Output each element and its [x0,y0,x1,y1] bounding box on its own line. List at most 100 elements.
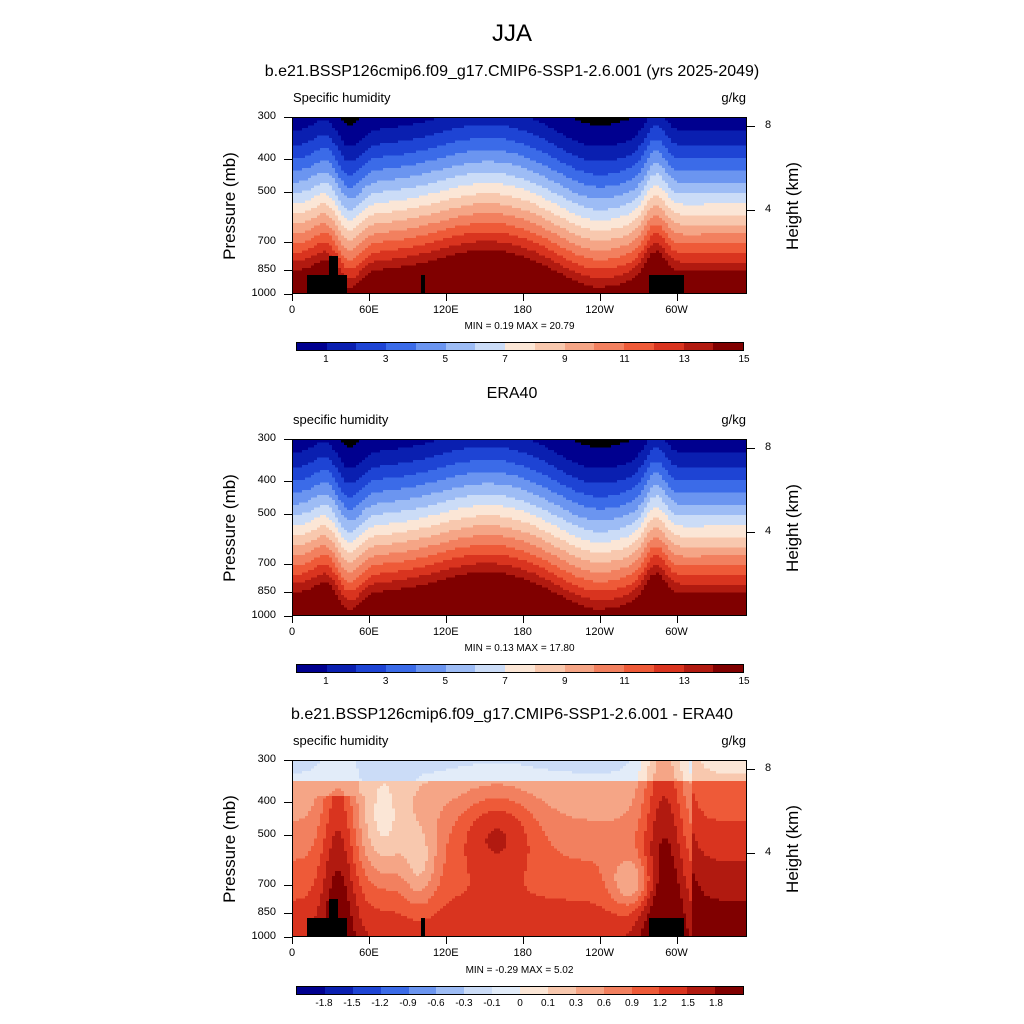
colorbar-swatch [356,343,387,350]
y2-tick-label: 8 [765,441,771,453]
panel-3-ylabel: Pressure (mb) [220,769,240,929]
colorbar-swatch [380,987,409,994]
y-tick-label: 400 [230,152,276,164]
y-tick-label: 700 [230,557,276,569]
topography-mask [307,918,347,936]
colorbar-tick-label: 3 [371,676,401,687]
x-tick-label: 120E [421,947,471,959]
colorbar-tick-label: 15 [729,354,759,365]
colorbar-tick-label: -0.1 [477,998,507,1009]
x-tick-label: 180 [498,947,548,959]
colorbar-tick-label: -0.3 [449,998,479,1009]
x-tick-label: 180 [498,304,548,316]
colorbar-swatch [631,987,660,994]
x-tick-label: 120E [421,304,471,316]
y-tick-label: 400 [230,474,276,486]
colorbar-tick-label: 7 [490,676,520,687]
topography-mask [307,275,347,293]
panel-1-contour [293,118,746,293]
panel-2-title: ERA40 [0,385,1024,403]
contour-cells [293,118,746,293]
colorbar-tick-label: 0.1 [533,998,563,1009]
colorbar-swatch [386,665,416,672]
colorbar-tick-label: -0.6 [421,998,451,1009]
panel-2-ylabel: Pressure (mb) [220,448,240,608]
colorbar-swatch [352,987,381,994]
colorbar-tick-label: 3 [371,354,401,365]
colorbar-tick-label: 9 [550,354,580,365]
colorbar-swatch [715,987,743,994]
panel-3-title: b.e21.BSSP126cmip6.f09_g17.CMIP6-SSP1-2.… [0,706,1024,724]
panel-3-y2label: Height (km) [783,769,803,929]
y2-tick-label: 4 [765,525,771,537]
colorbar-tick-label: 15 [729,676,759,687]
colorbar-swatch [436,987,465,994]
colorbar-tick-label: 0 [505,998,535,1009]
x-tick-label: 60E [344,626,394,638]
x-tick-label: 120E [421,626,471,638]
colorbar-swatch [624,343,654,350]
y2-tick-label: 8 [765,762,771,774]
colorbar-swatch [505,343,535,350]
panel-1-plot [292,117,747,294]
colorbar-swatch [575,987,604,994]
y2-tick-label: 4 [765,846,771,858]
colorbar-swatch [683,343,714,350]
y-tick-label: 1000 [230,287,276,299]
panel-2-plot [292,439,747,616]
y2-tick-label: 4 [765,203,771,215]
colorbar-tick-label: 5 [430,676,460,687]
figure-title: JJA [0,20,1024,48]
colorbar-swatch [683,665,714,672]
panel-2-units-label: g/kg [646,412,746,427]
colorbar-swatch [594,343,625,350]
colorbar-swatch [547,987,576,994]
colorbar-swatch [564,343,595,350]
colorbar-swatch [713,665,744,672]
colorbar-swatch [534,343,565,350]
colorbar-tick-label: 0.9 [617,998,647,1009]
contour-cells [293,440,746,615]
colorbar-swatch [564,665,595,672]
colorbar-tick-label: 1.8 [701,998,731,1009]
colorbar-swatch [653,665,684,672]
topography-mask [421,918,425,936]
y-tick-label: 1000 [230,609,276,621]
colorbar-tick-label: 0.3 [561,998,591,1009]
y-tick-label: 850 [230,263,276,275]
y-tick-label: 400 [230,795,276,807]
x-tick-label: 60E [344,947,394,959]
colorbar-tick-label: -1.8 [309,998,339,1009]
colorbar-swatch [492,987,520,994]
colorbar-tick-label: 5 [430,354,460,365]
colorbar-swatch [653,343,684,350]
colorbar-swatch [659,987,688,994]
topography-mask [421,275,425,293]
y2-tick-label: 8 [765,119,771,131]
panel-3-contour [293,761,746,936]
y-tick-label: 500 [230,507,276,519]
colorbar-swatch [408,987,437,994]
y-tick-label: 300 [230,432,276,444]
colorbar-swatch [297,665,327,672]
panel-1-y2label: Height (km) [783,126,803,286]
colorbar-swatch [326,343,357,350]
colorbar-swatch [326,665,357,672]
colorbar-tick-label: -1.5 [337,998,367,1009]
colorbar-swatch [464,987,493,994]
x-tick-label: 180 [498,626,548,638]
panel-3-minmax: MIN = -0.29 MAX = 5.02 [292,965,747,976]
y-tick-label: 300 [230,110,276,122]
colorbar-swatch [594,665,625,672]
panel-1-units-label: g/kg [646,90,746,105]
panel-1-minmax: MIN = 0.19 MAX = 20.79 [292,321,747,332]
colorbar-tick-label: 7 [490,354,520,365]
panel-1-ylabel: Pressure (mb) [220,126,240,286]
colorbar-tick-label: 11 [610,676,640,687]
colorbar-tick-label: 1 [311,354,341,365]
panel-1-colorbar [296,342,744,351]
panel-2-contour [293,440,746,615]
colorbar-swatch [415,665,446,672]
y-tick-label: 700 [230,878,276,890]
y-tick-label: 300 [230,753,276,765]
